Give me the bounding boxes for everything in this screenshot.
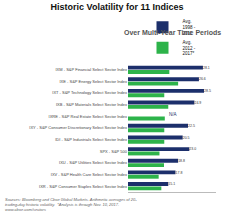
svg-text:28.1: 28.1 (203, 66, 210, 70)
svg-text:IDI - S&P Industrials Select S: IDI - S&P Industrials Select Sector Inde… (55, 137, 127, 142)
svg-text:N/A: N/A (169, 112, 177, 117)
svg-text:17.8: 17.8 (175, 171, 182, 175)
svg-text:28.5: 28.5 (204, 89, 211, 93)
svg-text:26.6: 26.6 (199, 77, 206, 81)
svg-text:Over Multi-Year Time Periods: Over Multi-Year Time Periods (124, 29, 221, 36)
svg-text:SPX - S&P 500: SPX - S&P 500 (100, 149, 128, 154)
svg-text:IXR - S&P Consumer Staples Sel: IXR - S&P Consumer Staples Select Sector… (39, 184, 127, 189)
svg-text:IXM - S&P Financial Select Sec: IXM - S&P Financial Select Sector Index (55, 67, 127, 72)
svg-text:IXB - S&P Materials Select Sec: IXB - S&P Materials Select Sector Index (56, 102, 127, 107)
svg-text:24.9: 24.9 (194, 101, 201, 105)
svg-text:IXU - S&P Utilities Select Sec: IXU - S&P Utilities Select Sector Index (59, 160, 127, 165)
svg-text:20.5: 20.5 (183, 136, 190, 140)
svg-text:18.8: 18.8 (178, 159, 185, 163)
svg-text:23.0: 23.0 (189, 147, 196, 151)
svg-text:IXT - S&P Technology Select Se: IXT - S&P Technology Select Sector Index (52, 90, 127, 95)
svg-text:Historic Volatility for 11 Ind: Historic Volatility for 11 Indices (51, 2, 184, 12)
svg-text:22.5: 22.5 (188, 124, 195, 128)
svg-text:IXE - S&P Energy Select Sector: IXE - S&P Energy Select Sector Index (59, 79, 127, 84)
svg-text:Sources: Bloomberg and Cboe Gl: Sources: Bloomberg and Cboe Global Marke… (5, 197, 137, 212)
svg-text:IXRE - S&P Real Estate Select: IXRE - S&P Real Estate Select Sector Ind… (49, 114, 127, 119)
svg-text:Avg.1998 -2011: Avg.1998 -2011 (183, 19, 196, 36)
svg-text:IXY - S&P Consumer Discretiona: IXY - S&P Consumer Discretionary Select … (29, 125, 127, 130)
svg-text:15.1: 15.1 (168, 182, 175, 186)
svg-text:IXV - S&P Health Care Select S: IXV - S&P Health Care Select Sector Inde… (51, 172, 127, 177)
svg-text:Avg.2012 -2017*: Avg.2012 -2017* (183, 40, 196, 57)
